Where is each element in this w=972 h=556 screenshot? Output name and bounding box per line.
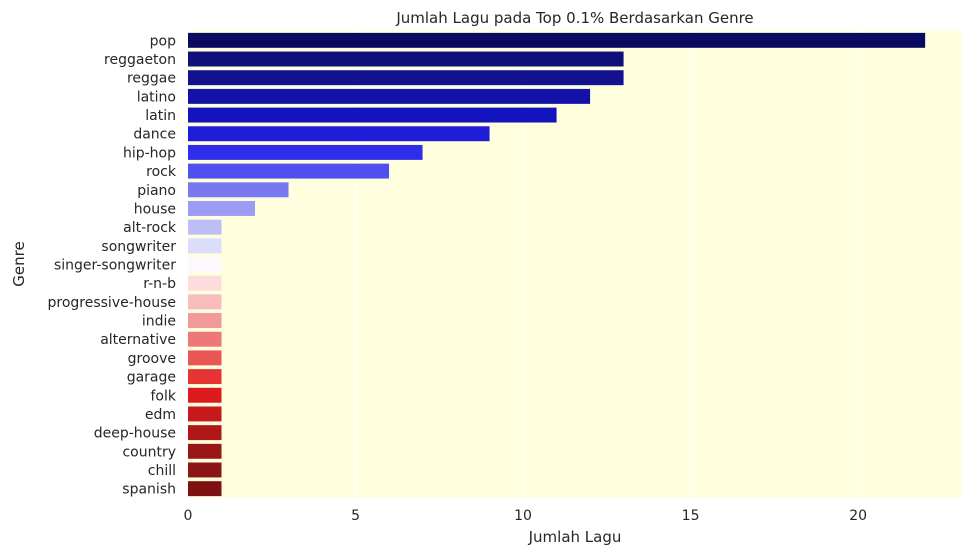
- bar-latino: [188, 88, 591, 104]
- y-tick-label: indie: [142, 314, 176, 330]
- y-tick-label: reggae: [127, 71, 176, 87]
- bar-house: [188, 200, 256, 216]
- bar-piano: [188, 182, 289, 198]
- bar-edm: [188, 406, 222, 422]
- bar-garage: [188, 369, 222, 385]
- bar-spanish: [188, 481, 222, 497]
- y-tick-labels: pop reggaeton reggae latino latin dance hip-ho…: [48, 33, 177, 497]
- y-tick-label: garage: [127, 370, 176, 386]
- y-tick-label: dance: [133, 127, 176, 143]
- bar-chill: [188, 462, 222, 478]
- bar-rock: [188, 163, 390, 179]
- x-tick-label: 20: [849, 508, 867, 524]
- y-tick-label: singer-songwriter: [54, 258, 176, 274]
- y-axis-label: Genre: [10, 241, 28, 286]
- y-tick-label: alt-rock: [123, 220, 177, 236]
- x-axis-label: Jumlah Lagu: [528, 528, 622, 546]
- bar-indie: [188, 313, 222, 329]
- x-tick-label: 10: [514, 508, 532, 524]
- bar-groove: [188, 350, 222, 366]
- x-tick-label: 5: [351, 508, 360, 524]
- bars-group: [188, 32, 926, 497]
- y-tick-label: country: [122, 444, 176, 460]
- bar-dance: [188, 126, 490, 142]
- chart-title: Jumlah Lagu pada Top 0.1% Berdasarkan Ge…: [395, 9, 753, 27]
- x-tick-labels: 0 5 10 15 20: [184, 508, 868, 524]
- x-tick-label: 0: [184, 508, 193, 524]
- y-tick-label: reggaeton: [104, 52, 176, 68]
- bar-folk: [188, 387, 222, 403]
- y-tick-label: hip-hop: [123, 145, 176, 161]
- y-tick-label: latino: [137, 89, 176, 105]
- y-tick-label: edm: [145, 407, 176, 423]
- x-tick-label: 15: [682, 508, 700, 524]
- bar-reggaeton: [188, 51, 624, 67]
- y-tick-label: deep-house: [94, 426, 176, 442]
- bar-hip-hop: [188, 144, 423, 160]
- y-tick-label: rock: [146, 164, 177, 180]
- bar-r-n-b: [188, 275, 222, 291]
- bar-singer-songwriter: [188, 257, 222, 272]
- bar-deep-house: [188, 425, 222, 441]
- bar-reggae: [188, 70, 624, 86]
- bar-progressive-house: [188, 294, 222, 310]
- y-tick-label: house: [134, 201, 176, 217]
- y-tick-label: piano: [137, 183, 176, 199]
- bar-alternative: [188, 331, 222, 347]
- y-tick-label: alternative: [100, 332, 176, 348]
- y-tick-label: spanish: [122, 482, 176, 498]
- y-tick-label: folk: [151, 388, 177, 404]
- y-tick-label: groove: [128, 351, 176, 367]
- bar-pop: [188, 32, 926, 48]
- y-tick-label: songwriter: [101, 239, 176, 255]
- bar-country: [188, 443, 222, 459]
- y-tick-label: pop: [150, 33, 176, 49]
- y-tick-label: chill: [148, 463, 176, 479]
- bar-songwriter: [188, 238, 222, 254]
- bar-latin: [188, 107, 557, 123]
- y-tick-label: progressive-house: [48, 295, 177, 311]
- y-tick-label: latin: [145, 108, 176, 124]
- y-tick-label: r-n-b: [143, 276, 176, 292]
- bar-alt-rock: [188, 219, 222, 235]
